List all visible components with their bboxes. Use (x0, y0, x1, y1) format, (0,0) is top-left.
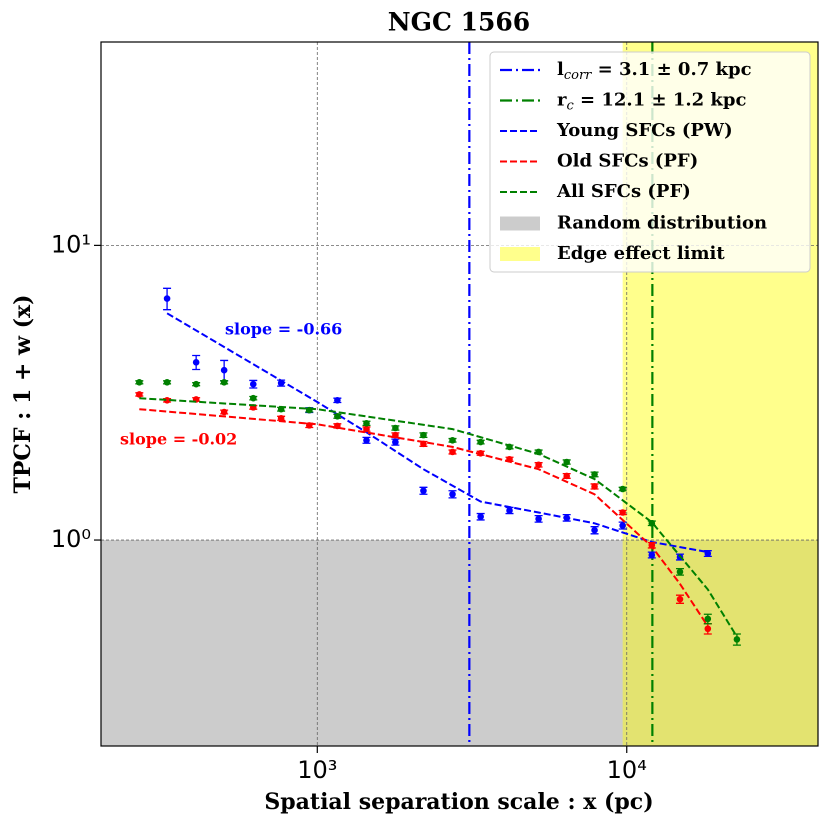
point (676, 595, 684, 603)
point (363, 437, 370, 444)
legend-label: rc = 12.1 ± 1.2 kpc (557, 90, 746, 114)
point (619, 522, 626, 529)
point (506, 443, 513, 451)
legend-box (489, 51, 811, 273)
point (363, 425, 370, 433)
point (249, 380, 257, 388)
point (334, 412, 341, 420)
point (619, 509, 626, 516)
point (163, 397, 171, 404)
point (334, 422, 341, 430)
point (392, 431, 399, 439)
point (648, 551, 656, 559)
y-tick-label: 10⁰ (51, 525, 91, 553)
point (535, 515, 542, 523)
legend-label: Edge effect limit (557, 243, 725, 264)
legend-label-part: corr (564, 68, 592, 83)
point (704, 615, 712, 623)
point (477, 438, 484, 446)
point (392, 438, 399, 446)
y-axis-label: TPCF : 1 + w (x) (10, 294, 36, 493)
point (249, 394, 257, 402)
point (334, 397, 341, 404)
point (449, 448, 456, 456)
x-tick-label: 10³ (297, 756, 337, 784)
point (449, 437, 456, 444)
legend-label-part: r (557, 90, 567, 111)
point (563, 514, 571, 522)
point (563, 472, 571, 480)
point (648, 541, 656, 549)
x-tick-label: 10⁴ (607, 756, 647, 784)
legend-label-part: = 12.1 ± 1.2 kpc (574, 90, 747, 111)
point (220, 379, 228, 386)
random-span (101, 540, 818, 746)
point (192, 359, 200, 366)
point (619, 485, 626, 493)
point (163, 379, 171, 386)
x-axis-label: Spatial separation scale : x (pc) (264, 789, 653, 815)
legend-label: lcorr = 3.1 ± 0.7 kpc (557, 59, 752, 83)
point (506, 507, 513, 514)
point (591, 526, 598, 534)
point (676, 568, 684, 576)
axes-frame (100, 41, 819, 747)
point (363, 419, 370, 427)
point (392, 424, 399, 432)
point (591, 471, 598, 478)
annotation: slope = -0.66 (225, 320, 342, 339)
point (136, 379, 143, 386)
point (420, 487, 427, 495)
point (136, 391, 143, 398)
point (648, 519, 656, 527)
point (477, 513, 484, 521)
point (535, 448, 542, 456)
legend-label: Random distribution (557, 213, 767, 234)
point (277, 405, 285, 413)
point (704, 625, 712, 633)
point (449, 490, 456, 498)
point (305, 406, 313, 414)
point (477, 449, 484, 457)
point (591, 483, 598, 490)
point (277, 379, 285, 387)
point (420, 431, 427, 439)
fit-line (139, 397, 738, 638)
point (305, 422, 313, 429)
point (220, 408, 228, 416)
legend-label-part: c (566, 98, 574, 113)
legend-label-part: = 3.1 ± 0.7 kpc (591, 59, 751, 80)
legend-label: All SFCs (PF) (556, 181, 691, 202)
point (506, 455, 513, 463)
point (163, 295, 171, 302)
legend-handle (500, 247, 540, 261)
point (733, 636, 741, 643)
chart-title: NGC 1566 (388, 8, 530, 37)
annotation: slope = -0.02 (120, 430, 237, 449)
point (563, 458, 571, 466)
point (535, 461, 542, 469)
legend-label: Young SFCs (PW) (556, 120, 733, 141)
legend-label-part: l (557, 59, 564, 80)
point (277, 414, 285, 422)
y-tick-label: 10¹ (51, 230, 91, 258)
point (420, 440, 427, 448)
point (704, 550, 712, 557)
legend-label: Old SFCs (PF) (557, 151, 698, 172)
point (192, 380, 200, 388)
point (220, 366, 228, 374)
legend-handle (500, 216, 540, 231)
